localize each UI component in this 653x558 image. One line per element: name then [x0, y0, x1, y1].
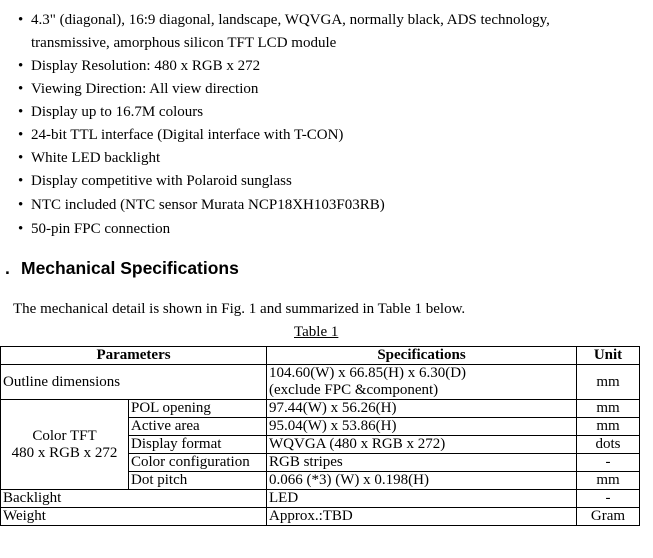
spec-line: (exclude FPC &component)	[269, 382, 439, 398]
unit-cell: -	[576, 453, 640, 472]
spec-line: 104.60(W) x 66.85(H) x 6.30(D)	[269, 365, 467, 381]
section-heading: . Mechanical Specifications	[5, 258, 239, 279]
table-caption: Table 1	[294, 324, 339, 340]
table-row: Active area 95.04(W) x 53.86(H) mm	[1, 417, 640, 436]
param-cell: Active area	[128, 417, 267, 436]
table-row: Display format WQVGA (480 x RGB x 272) d…	[1, 435, 640, 454]
table-row: Color TFT 480 x RGB x 272 POL opening 97.…	[0, 399, 640, 490]
group-line: Color TFT	[32, 427, 97, 444]
section-number: .	[5, 258, 10, 278]
group-line: 480 x RGB x 272	[11, 444, 118, 461]
unit-cell: -	[576, 489, 640, 508]
spec-cell: LED	[266, 489, 577, 508]
table-header: Parameters Specifications Unit	[0, 346, 640, 365]
header-unit: Unit	[576, 346, 640, 365]
list-item: Viewing Direction: All view direction	[18, 78, 631, 101]
group-cell: Color TFT 480 x RGB x 272	[0, 399, 129, 490]
list-item: Display up to 16.7M colours	[18, 101, 631, 124]
spec-cell: 0.066 (*3) (W) x 0.198(H)	[266, 471, 577, 490]
list-item: 4.3" (diagonal), 16:9 diagonal, landscap…	[18, 9, 631, 55]
list-item: 50-pin FPC connection	[18, 218, 631, 241]
param-cell: Display format	[128, 435, 267, 454]
spec-cell: 95.04(W) x 53.86(H)	[266, 417, 577, 436]
param-cell: Color configuration	[128, 453, 267, 472]
param-cell: Dot pitch	[128, 471, 267, 490]
list-item: White LED backlight	[18, 147, 631, 170]
table-row: Dot pitch 0.066 (*3) (W) x 0.198(H) mm	[1, 471, 640, 490]
header-parameters: Parameters	[0, 346, 267, 365]
param-cell: Backlight	[0, 489, 267, 508]
list-item: Display competitive with Polaroid sungla…	[18, 170, 631, 193]
unit-cell: Gram	[576, 507, 640, 526]
list-item: NTC included (NTC sensor Murata NCP18XH1…	[18, 194, 631, 217]
spec-cell: 104.60(W) x 66.85(H) x 6.30(D) (exclude F…	[266, 364, 577, 400]
table-row: Backlight LED -	[0, 489, 640, 508]
unit-cell: mm	[576, 399, 640, 418]
spec-cell: Approx.:TBD	[266, 507, 577, 526]
spec-cell: RGB stripes	[266, 453, 577, 472]
list-item: 24-bit TTL interface (Digital interface …	[18, 124, 631, 147]
unit-cell: mm	[576, 417, 640, 436]
unit-cell: mm	[576, 471, 640, 490]
table-row: Color configuration RGB stripes -	[1, 453, 640, 472]
paragraph: The mechanical detail is shown in Fig. 1…	[13, 301, 466, 317]
param-cell: POL opening	[128, 399, 267, 418]
unit-cell: mm	[576, 364, 640, 400]
unit-cell: dots	[576, 435, 640, 454]
section-title: Mechanical Specifications	[21, 258, 239, 278]
spec-cell: 97.44(W) x 56.26(H)	[266, 399, 577, 418]
spec-cell: WQVGA (480 x RGB x 272)	[266, 435, 577, 454]
header-specifications: Specifications	[266, 346, 577, 365]
table-row: Outline dimensions 104.60(W) x 66.85(H) …	[0, 364, 640, 400]
table-row: Weight Approx.:TBD Gram	[0, 507, 640, 526]
param-cell: Weight	[0, 507, 267, 526]
list-item: Display Resolution: 480 x RGB x 272	[18, 55, 631, 78]
param-cell: Outline dimensions	[0, 364, 267, 400]
spec-table: Parameters Specifications Unit Outline d…	[0, 346, 640, 526]
